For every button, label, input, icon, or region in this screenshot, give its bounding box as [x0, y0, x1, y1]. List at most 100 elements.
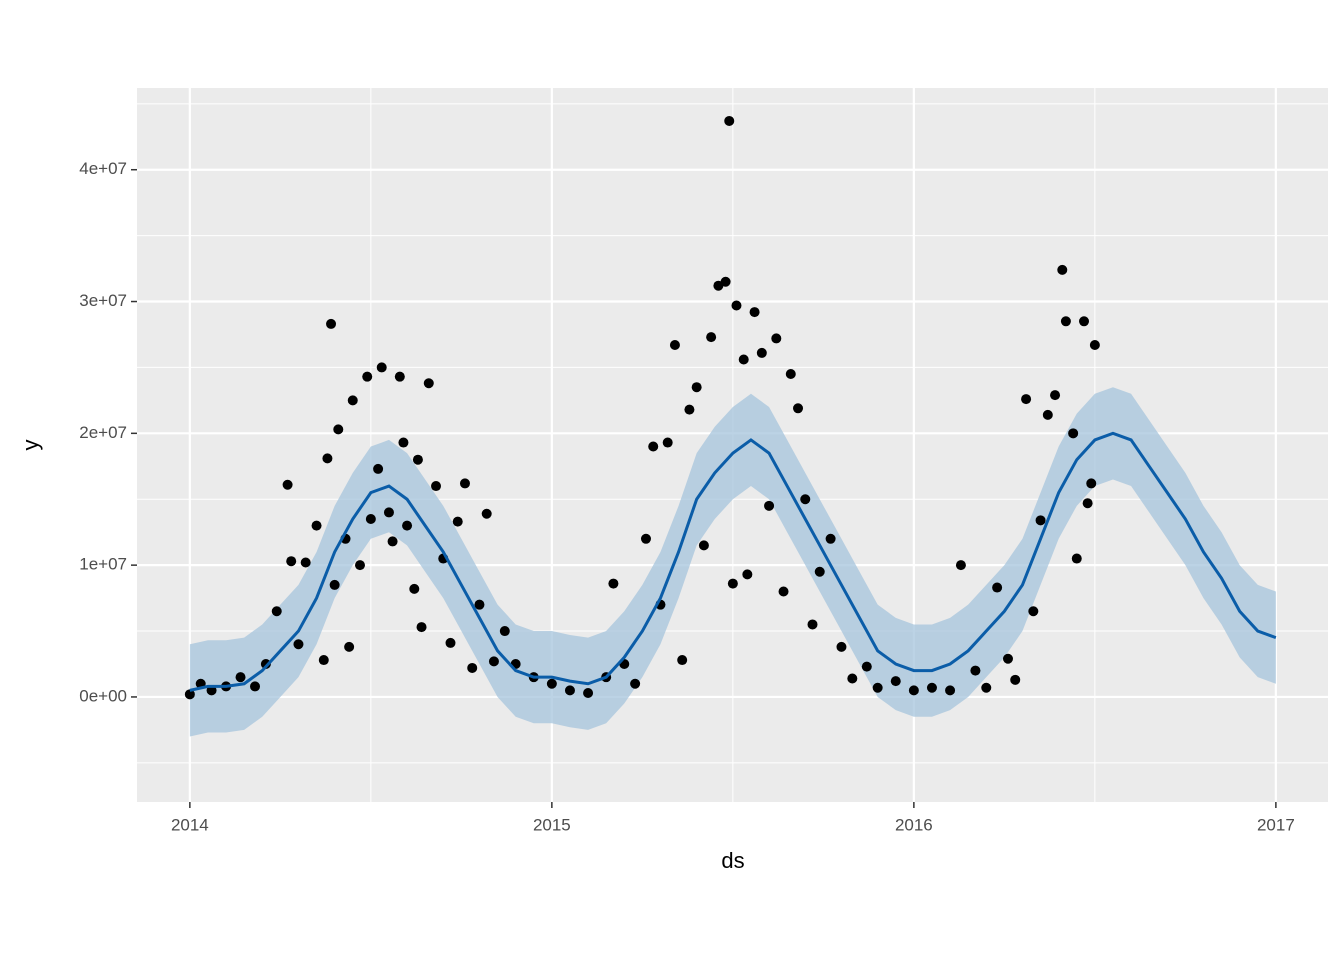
observed-point — [698, 540, 709, 551]
observed-point — [318, 655, 329, 666]
observed-point — [322, 453, 333, 464]
observed-point — [847, 673, 858, 684]
forecast-line — [189, 431, 1277, 692]
observed-point — [445, 637, 456, 648]
observed-point — [630, 678, 641, 689]
observed-point — [300, 557, 311, 568]
y-tick-label: 2e+07 — [79, 423, 127, 442]
observed-point — [706, 332, 717, 343]
y-tick-label: 1e+07 — [79, 555, 127, 574]
observed-point — [354, 560, 365, 571]
observed-point — [785, 369, 796, 380]
observed-point — [373, 463, 384, 474]
observed-point — [564, 685, 575, 696]
x-tick-label: 2016 — [895, 815, 933, 834]
observed-point — [431, 481, 442, 492]
observed-point — [662, 437, 673, 448]
observed-point — [724, 115, 735, 126]
observed-point — [945, 685, 956, 696]
observed-point — [362, 371, 373, 382]
y-tick-label: 4e+07 — [79, 159, 127, 178]
observed-point — [731, 300, 742, 311]
observed-point — [1028, 606, 1039, 617]
observed-point — [1057, 264, 1068, 275]
observed-point — [749, 307, 760, 318]
observed-point — [684, 404, 695, 415]
observed-point — [1089, 340, 1100, 351]
observed-point — [452, 516, 463, 527]
observed-point — [459, 478, 470, 489]
observed-point — [402, 520, 413, 531]
observed-point — [861, 661, 872, 672]
observed-point — [992, 582, 1003, 593]
observed-point — [398, 437, 409, 448]
observed-point — [1021, 394, 1032, 405]
observed-point — [383, 507, 394, 518]
observed-point — [1050, 390, 1061, 401]
observed-point — [1060, 316, 1071, 327]
observed-point — [474, 599, 485, 610]
observed-point — [250, 681, 261, 692]
observed-point — [260, 658, 271, 669]
observed-point — [981, 682, 992, 693]
observed-point — [1082, 498, 1093, 509]
observed-point — [546, 678, 557, 689]
observed-point — [326, 318, 337, 329]
observed-point — [793, 403, 804, 414]
observed-point — [499, 626, 510, 637]
observed-point — [333, 424, 344, 435]
observed-point — [800, 494, 811, 505]
observed-point — [1010, 674, 1021, 685]
uncertainty-band — [189, 387, 1276, 737]
observed-point — [1002, 653, 1013, 664]
observed-point — [412, 454, 423, 465]
observed-point — [365, 514, 376, 525]
observed-point — [1035, 515, 1046, 526]
observed-point — [648, 441, 659, 452]
y-tick-label: 3e+07 — [79, 291, 127, 310]
observed-point — [235, 672, 246, 683]
observed-point — [771, 333, 782, 344]
observed-point — [583, 687, 594, 698]
y-tick-label: 0e+00 — [79, 686, 127, 705]
observed-point — [890, 676, 901, 687]
observed-point — [691, 382, 702, 393]
observed-point — [738, 354, 749, 365]
observed-point — [184, 689, 195, 700]
observed-point — [742, 569, 753, 580]
y-axis-title: y — [18, 440, 43, 451]
observed-point — [409, 583, 420, 594]
observed-point — [825, 533, 836, 544]
observed-point — [282, 479, 293, 490]
observed-point — [970, 665, 981, 676]
observed-point — [640, 533, 651, 544]
observed-point — [387, 536, 398, 547]
observed-point — [416, 622, 427, 633]
observed-point — [1071, 553, 1082, 564]
observed-point — [807, 619, 818, 630]
observed-point — [720, 276, 731, 287]
observed-point — [344, 641, 355, 652]
observed-point — [955, 560, 966, 571]
observed-point — [347, 395, 358, 406]
observed-point — [727, 578, 738, 589]
observed-point — [872, 682, 883, 693]
observed-point — [814, 566, 825, 577]
observed-point — [467, 662, 478, 673]
observed-point — [271, 606, 282, 617]
observed-point — [756, 347, 767, 358]
observed-point — [329, 579, 340, 590]
observed-point — [764, 500, 775, 511]
observed-point — [481, 508, 492, 519]
observed-point — [293, 639, 304, 650]
observed-point — [1042, 409, 1053, 420]
observed-point — [908, 685, 919, 696]
observed-point — [836, 641, 847, 652]
observed-point — [394, 371, 405, 382]
observed-point — [286, 556, 297, 567]
x-tick-label: 2017 — [1257, 815, 1295, 834]
observed-point — [669, 340, 680, 351]
observed-point — [608, 578, 619, 589]
x-tick-label: 2014 — [171, 815, 209, 834]
